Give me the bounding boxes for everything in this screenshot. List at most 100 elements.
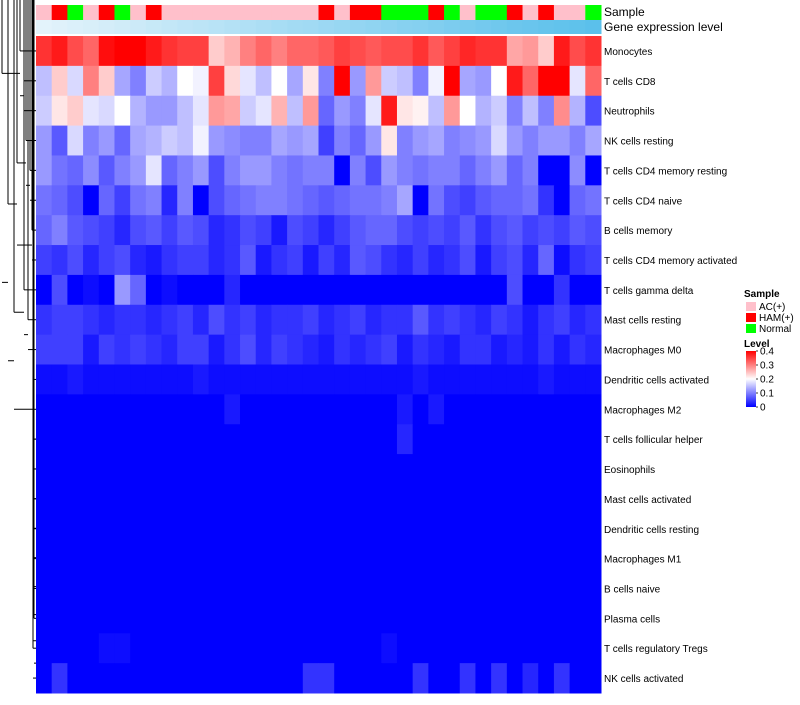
heatmap-cell — [522, 573, 539, 604]
heatmap-cell — [67, 155, 84, 186]
heatmap-cell — [287, 155, 304, 186]
heatmap-cell — [569, 424, 586, 455]
heatmap-cell — [130, 155, 147, 186]
heatmap-cell — [145, 334, 163, 365]
heatmap-cell — [271, 603, 288, 634]
heatmap-cell — [538, 65, 555, 97]
heatmap-cell — [302, 364, 319, 395]
heatmap-cell — [145, 65, 163, 97]
heatmap-cell — [287, 304, 304, 336]
heatmap-cell — [302, 483, 319, 515]
heatmap-cell — [51, 215, 68, 246]
heatmap-cell — [240, 394, 257, 425]
heatmap-cell — [365, 36, 382, 67]
heatmap-cell — [569, 573, 586, 604]
heatmap-cell — [396, 36, 414, 67]
heatmap-cell — [522, 454, 539, 485]
heatmap-cell — [36, 513, 53, 545]
heatmap-cell — [318, 304, 335, 336]
heatmap-cell — [145, 543, 163, 575]
heatmap-cell — [475, 633, 492, 664]
legend-label-ham: HAM(+) — [759, 313, 794, 324]
heatmap-cell — [130, 454, 147, 485]
heatmap-cell — [271, 185, 288, 216]
heatmap-cell — [271, 36, 288, 67]
heatmap-cell — [67, 663, 84, 694]
heatmap-cell — [51, 394, 68, 425]
heatmap-cell — [302, 663, 319, 694]
heatmap-cell — [224, 125, 241, 156]
heatmap-cell — [491, 424, 508, 455]
expression-annotation-cell — [302, 20, 319, 34]
heatmap-cell — [161, 185, 178, 216]
heatmap-cell — [224, 663, 241, 694]
heatmap-cell — [412, 36, 429, 67]
heatmap-cell — [240, 454, 257, 485]
heatmap-cell — [208, 304, 225, 336]
heatmap-cell — [381, 215, 398, 246]
heatmap-cell — [396, 513, 414, 545]
heatmap-cell — [506, 215, 524, 246]
heatmap-cell — [177, 573, 194, 604]
heatmap-cell — [506, 125, 524, 156]
heatmap-cell — [553, 424, 571, 455]
expression-annotation-cell — [255, 20, 272, 34]
heatmap-cell — [365, 155, 382, 186]
heatmap-cell — [475, 543, 492, 575]
heatmap-cell — [98, 424, 115, 455]
heatmap-cell — [192, 543, 210, 575]
heatmap-cell — [271, 215, 288, 246]
heatmap-cell — [302, 36, 319, 67]
heatmap-cell — [349, 274, 367, 306]
heatmap-cell — [255, 663, 272, 694]
heatmap-cell — [114, 334, 131, 365]
expression-annotation-cell — [224, 20, 241, 34]
heatmap-cell — [192, 155, 210, 186]
heatmap-cell — [428, 65, 445, 97]
heatmap-cell — [67, 334, 84, 365]
heatmap-cell — [318, 245, 335, 276]
heatmap-cell — [569, 633, 586, 664]
heatmap-cell — [428, 364, 445, 395]
expression-annotation-cell — [553, 20, 571, 34]
heatmap-cell — [585, 454, 602, 485]
heatmap-cell — [444, 215, 461, 246]
heatmap-cell — [145, 513, 163, 545]
heatmap-cell — [396, 454, 414, 485]
heatmap-cell — [412, 424, 429, 455]
heatmap-cell — [569, 36, 586, 67]
heatmap-cell — [287, 543, 304, 575]
heatmap-cell — [444, 245, 461, 276]
heatmap-cell — [381, 573, 398, 604]
heatmap-cell — [538, 603, 555, 634]
heatmap-cell — [334, 513, 351, 545]
heatmap-cell — [365, 454, 382, 485]
heatmap-cell — [522, 483, 539, 515]
heatmap-cell — [145, 274, 163, 306]
heatmap-cell — [475, 394, 492, 425]
expression-annotation-cell — [522, 20, 539, 34]
heatmap-cell — [192, 663, 210, 694]
heatmap-cell — [569, 245, 586, 276]
heatmap-cell — [553, 364, 571, 395]
heatmap-cell — [271, 95, 288, 127]
heatmap-cell — [255, 245, 272, 276]
sample-annotation-cell — [114, 5, 131, 20]
heatmap-cell — [177, 483, 194, 515]
heatmap-cell — [444, 633, 461, 664]
heatmap-cell — [240, 334, 257, 365]
heatmap-cell — [569, 304, 586, 336]
legend-swatch-ac — [746, 302, 756, 311]
heatmap-cell — [98, 364, 115, 395]
heatmap-cell — [145, 185, 163, 216]
heatmap-cell — [428, 36, 445, 67]
heatmap-cell — [161, 334, 178, 365]
heatmap-cell — [491, 603, 508, 634]
heatmap-cell — [36, 454, 53, 485]
heatmap-cell — [569, 125, 586, 156]
heatmap-cell — [318, 543, 335, 575]
heatmap-cell — [114, 394, 131, 425]
heatmap-cell — [255, 424, 272, 455]
heatmap-cell — [506, 454, 524, 485]
expression-annotation-cell — [459, 20, 476, 34]
